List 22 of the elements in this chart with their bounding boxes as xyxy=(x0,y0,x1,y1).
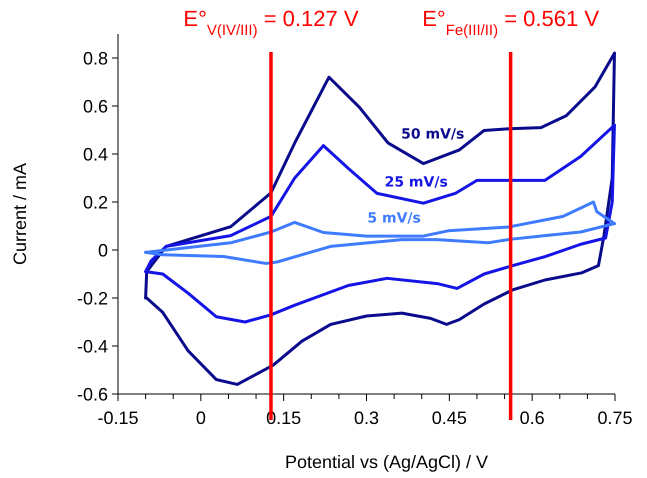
y-tick-label: -0.6 xyxy=(76,384,108,404)
ref-line-label: E°$_{Fe(III/II)}$ = 0.561 V xyxy=(422,6,600,38)
y-tick-label: 0 xyxy=(98,240,108,260)
y-axis-title: Current / mA xyxy=(10,162,30,266)
y-tick-label: -0.2 xyxy=(76,288,108,308)
y-tick-label: -0.4 xyxy=(76,336,108,356)
x-tick-label: 0.15 xyxy=(266,408,302,428)
x-tick-label: 0.3 xyxy=(354,408,380,428)
y-tick-label: 0.2 xyxy=(82,192,108,212)
x-tick-label: 0 xyxy=(196,408,206,428)
x-tick-label: 0.6 xyxy=(520,408,545,428)
series-label: 25 mV/s xyxy=(384,174,448,190)
y-tick-label: 0.8 xyxy=(82,48,108,68)
y-tick-label: 0.6 xyxy=(82,96,108,116)
x-axis-title: Potential vs (Ag/AgCl) / V xyxy=(284,452,488,472)
x-tick-label: -0.15 xyxy=(97,408,139,428)
x-tick-label: 0.75 xyxy=(597,408,633,428)
series-label: 50 mV/s xyxy=(401,126,464,142)
ref-line-label: E°$_{V(IV/III)}$ = 0.127 V xyxy=(183,6,359,38)
series-label: 5 mV/s xyxy=(367,210,421,226)
y-tick-label: 0.4 xyxy=(82,144,108,164)
x-tick-label: 0.45 xyxy=(432,408,467,428)
